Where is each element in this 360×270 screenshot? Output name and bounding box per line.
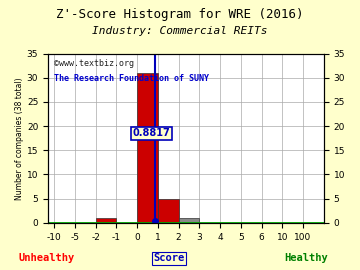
Bar xyxy=(137,73,158,223)
Text: Industry: Commercial REITs: Industry: Commercial REITs xyxy=(92,26,268,36)
Bar xyxy=(158,199,179,223)
Text: The Research Foundation of SUNY: The Research Foundation of SUNY xyxy=(54,74,208,83)
Text: Score: Score xyxy=(154,253,185,263)
Bar xyxy=(96,218,116,223)
Bar xyxy=(179,218,199,223)
Text: Z'-Score Histogram for WRE (2016): Z'-Score Histogram for WRE (2016) xyxy=(56,8,304,21)
Text: ©www.textbiz.org: ©www.textbiz.org xyxy=(54,59,134,68)
Text: Unhealthy: Unhealthy xyxy=(19,253,75,263)
Y-axis label: Number of companies (38 total): Number of companies (38 total) xyxy=(15,77,24,200)
Text: 0.8817: 0.8817 xyxy=(133,128,171,138)
Text: Healthy: Healthy xyxy=(284,253,328,263)
